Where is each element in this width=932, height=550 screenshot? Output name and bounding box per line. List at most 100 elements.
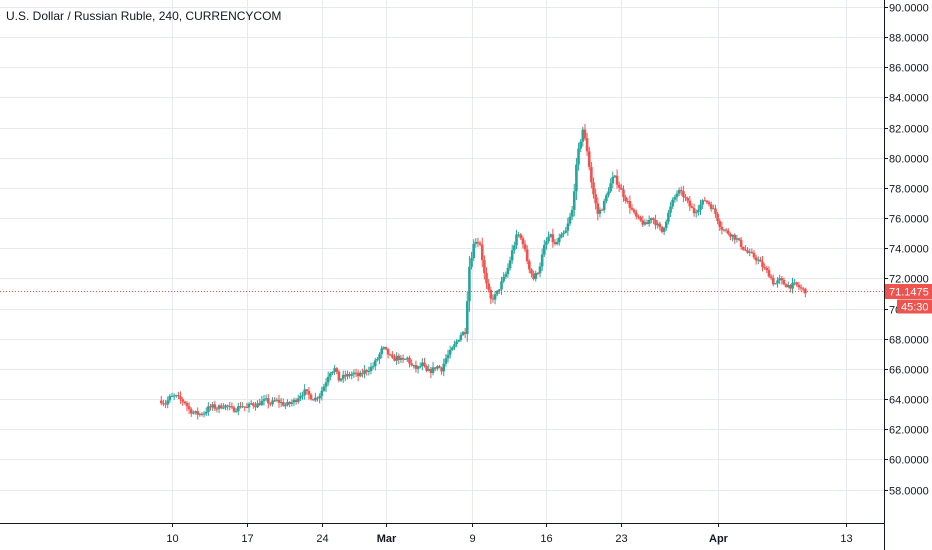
candle-body-up — [774, 283, 777, 285]
candle-body-up — [504, 274, 508, 277]
price-badge-background — [885, 284, 932, 299]
candle-body-up — [508, 260, 512, 269]
candle-body-down — [433, 367, 437, 369]
candle-body-down — [592, 182, 595, 195]
y-tick-label: 82.0000 — [889, 124, 929, 136]
candle-body-down — [769, 276, 773, 279]
candle-body-down — [425, 366, 428, 371]
candle-body-up — [237, 406, 240, 412]
candle-body-down — [532, 273, 535, 279]
candle-body-up — [555, 242, 559, 245]
candle-body-down — [797, 284, 801, 288]
candle-body-up — [324, 382, 328, 387]
y-tick-label: 60.0000 — [889, 455, 929, 467]
candle-body-up — [611, 176, 615, 184]
chart-title: U.S. Dollar / Russian Ruble, 240, CURREN… — [6, 9, 281, 23]
candle-body-down — [209, 406, 212, 408]
candle-body-up — [495, 290, 499, 295]
candle-body-up — [502, 276, 505, 282]
candle-body-down — [596, 203, 600, 214]
last-price-badge: 71.1475 45:30 — [885, 284, 932, 314]
candle-body-down — [414, 364, 418, 369]
y-tick-label: 90.0000 — [889, 3, 929, 15]
candle-body-down — [799, 287, 803, 289]
candle-body-down — [679, 190, 683, 192]
candle-body-up — [301, 395, 304, 397]
candle-body-up — [352, 372, 356, 375]
candle-body-down — [266, 398, 270, 404]
candle-body-up — [786, 284, 790, 288]
candle-body-down — [590, 166, 593, 183]
y-tick-label: 76.0000 — [889, 214, 929, 226]
price-axis[interactable]: 58.0000 60.0000 62.0000 64.0000 66.0000 68.00… — [884, 0, 929, 550]
candle-body-down — [530, 269, 533, 274]
y-tick-label: 62.0000 — [889, 425, 929, 437]
candle-body-down — [344, 374, 347, 377]
candle-body-up — [249, 403, 253, 405]
candle-body-up — [671, 199, 674, 207]
candle-body-up — [346, 373, 349, 377]
candle-body-up — [284, 405, 287, 407]
candle-body-down — [690, 206, 694, 209]
candle-body-up — [581, 129, 585, 142]
candle-body-up — [472, 243, 475, 259]
candle-body-down — [801, 288, 805, 290]
candle-body-down — [226, 405, 229, 407]
candle-body-down — [727, 230, 730, 234]
candle-body-up — [314, 397, 317, 401]
candle-body-down — [386, 349, 390, 355]
candle-body-up — [279, 402, 283, 404]
candle-body-down — [164, 403, 167, 405]
candle-body-down — [269, 403, 272, 405]
candle-body-down — [615, 175, 619, 185]
candle-body-up — [339, 378, 343, 381]
candle-body-up — [662, 227, 666, 232]
candle-body-down — [356, 372, 360, 377]
candle-body-up — [170, 395, 174, 397]
candle-body-up — [793, 282, 796, 284]
y-tick-label: 88.0000 — [889, 33, 929, 45]
candle-body-up — [416, 366, 420, 369]
candle-body-up — [421, 362, 424, 367]
candle-body-up — [510, 250, 514, 261]
candle-body-down — [189, 409, 193, 414]
candle-body-up — [341, 374, 345, 379]
y-tick-label: 64.0000 — [889, 395, 929, 407]
candle-body-up — [498, 289, 501, 291]
candle-body-up — [224, 405, 227, 408]
candle-body-up — [192, 412, 195, 414]
candle-body-up — [172, 395, 176, 397]
candle-body-up — [271, 400, 274, 405]
y-tick-label: 72.0000 — [889, 274, 929, 286]
candle-body-down — [771, 278, 775, 285]
candle-body-down — [476, 241, 480, 244]
countdown-badge-background — [897, 299, 932, 314]
candle-body-up — [647, 220, 651, 224]
candle-body-down — [583, 129, 587, 139]
candle-body-up — [664, 221, 668, 228]
candle-body-up — [493, 294, 497, 300]
candle-body-down — [635, 212, 638, 217]
candle-body-up — [326, 376, 330, 383]
x-tick-label: 17 — [241, 533, 253, 545]
time-axis[interactable]: 10 17 24 Mar 9 16 23 Apr 13 — [0, 523, 884, 545]
candle-body-up — [234, 411, 238, 413]
candle-body-down — [641, 220, 645, 225]
candle-body-up — [204, 411, 208, 414]
candle-body-up — [329, 373, 332, 377]
candle-body-down — [765, 267, 769, 271]
candle-body-up — [699, 204, 702, 210]
x-tick-label: 16 — [540, 533, 552, 545]
candle-body-down — [521, 238, 525, 245]
candle-body-down — [337, 371, 341, 381]
candle-body-down — [784, 284, 788, 288]
candle-body-up — [333, 368, 336, 372]
y-tick-label: 80.0000 — [889, 154, 929, 166]
candle-body-up — [656, 223, 660, 226]
candle-body-down — [480, 244, 484, 261]
candle-body-up — [168, 395, 172, 401]
candle-body-up — [778, 278, 781, 281]
candle-body-down — [739, 239, 743, 248]
candle-body-down — [491, 298, 495, 300]
